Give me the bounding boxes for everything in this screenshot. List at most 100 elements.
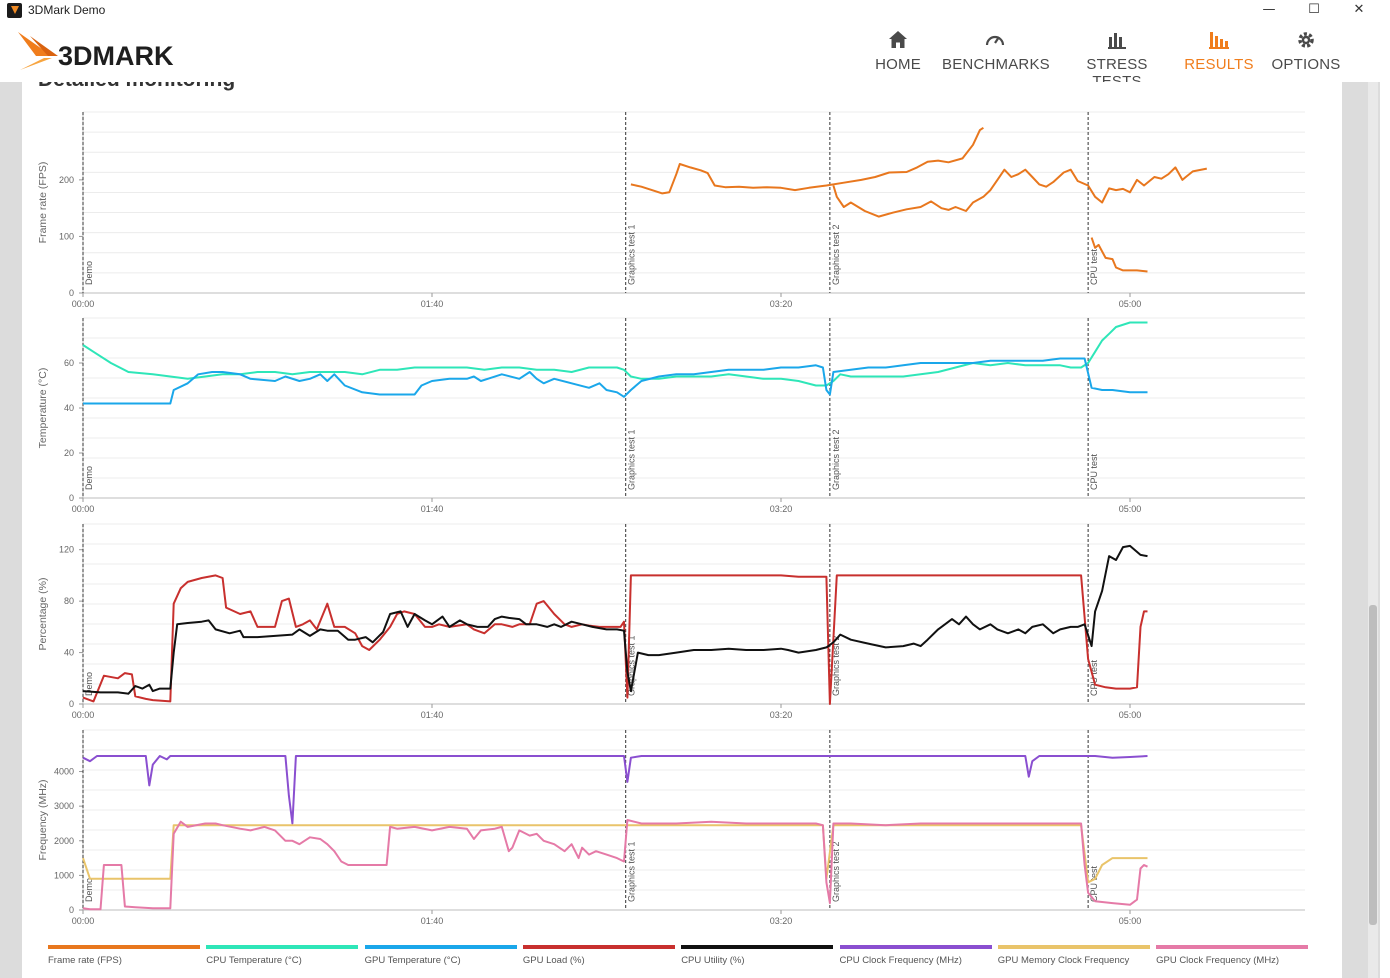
test-marker-label: Demo: [84, 672, 94, 696]
section-title: Detailed monitoring: [38, 82, 235, 92]
x-tick-label: 03:20: [770, 504, 793, 514]
legend-item[interactable]: GPU Memory Clock Frequency: [997, 945, 1150, 969]
y-axis-label: Frame rate (FPS): [37, 162, 49, 244]
maximize-icon[interactable]: ☐: [1308, 2, 1320, 17]
x-tick-label: 05:00: [1119, 299, 1142, 309]
test-marker-label: Demo: [84, 261, 94, 285]
chart-panel-0: 0 100 200 00:00 01:40 03:20 05:00 Frame rate (F…: [37, 111, 1305, 309]
x-tick-label: 00:00: [72, 299, 95, 309]
nav-results[interactable]: RESULTS: [1184, 26, 1254, 78]
legend-label: GPU Clock Frequency (MHz): [1156, 955, 1280, 966]
test-marker-label: Graphics test 2: [831, 635, 841, 696]
series-line: [82, 544, 1148, 695]
chart-panel-1: 0 20 40 60 00:00 01:40 03:20 05:00 Temperature (…: [37, 317, 1305, 514]
scrollbar-track[interactable]: [1368, 82, 1378, 978]
legend-label: GPU Load (%): [522, 955, 585, 966]
x-tick-label: 03:20: [770, 299, 793, 309]
gear-icon: [1298, 32, 1314, 48]
legend-swatch: [364, 945, 517, 949]
x-tick-label: 03:20: [770, 710, 793, 720]
test-marker-label: Graphics test 1: [627, 841, 637, 902]
test-marker-label: Graphics test 1: [627, 429, 637, 490]
app-header: 3DMARK HOME BENCHMARKS STRESS TESTS: [0, 22, 1390, 90]
y-tick-label: 40: [64, 648, 74, 658]
scrollbar-thumb[interactable]: [1369, 605, 1377, 925]
y-tick-label: 60: [64, 358, 74, 368]
legend-swatch: [1156, 945, 1309, 949]
series-line: [82, 824, 1148, 884]
legend-swatch: [206, 945, 359, 949]
logo-text: 3DMARK: [58, 41, 174, 71]
y-tick-label: 2000: [54, 836, 74, 846]
x-tick-label: 01:40: [421, 710, 444, 720]
y-tick-label: 100: [59, 231, 74, 241]
x-tick-label: 00:00: [72, 710, 95, 720]
close-icon[interactable]: ✕: [1353, 2, 1365, 17]
test-marker-label: Graphics test 2: [831, 224, 841, 285]
y-tick-label: 40: [64, 403, 74, 413]
3dmark-logo[interactable]: 3DMARK: [14, 26, 224, 78]
legend-item[interactable]: CPU Utility (%): [681, 945, 834, 969]
y-tick-label: 3000: [54, 801, 74, 811]
test-marker-label: CPU test: [1089, 453, 1099, 490]
test-marker-label: Demo: [84, 466, 94, 490]
y-tick-label: 0: [69, 493, 74, 503]
legend-swatch: [48, 945, 200, 949]
legend-label: CPU Utility (%): [681, 955, 745, 966]
y-tick-label: 80: [64, 596, 74, 606]
y-tick-label: 4000: [54, 767, 74, 777]
legend-item[interactable]: Frame rate (FPS): [48, 945, 200, 969]
nav-home[interactable]: HOME: [870, 26, 926, 78]
minimize-icon[interactable]: —: [1262, 2, 1276, 17]
bar-chart-icon: [1108, 33, 1126, 49]
series-line: [83, 357, 1148, 405]
legend-label: CPU Clock Frequency (MHz): [839, 955, 962, 966]
test-marker-label: Demo: [84, 878, 94, 902]
nav-options-label: OPTIONS: [1271, 56, 1341, 73]
test-marker-label: Graphics test 1: [627, 224, 637, 285]
chart-panel-2: 0 40 80 120 00:00 01:40 03:20 05:00 Percentage (…: [37, 523, 1305, 720]
home-icon: [889, 31, 907, 48]
legend-label: GPU Temperature (°C): [364, 955, 461, 966]
y-axis-label: Temperature (°C): [37, 368, 49, 449]
test-marker-label: Graphics test 2: [831, 429, 841, 490]
legend-item[interactable]: CPU Temperature (°C): [206, 945, 359, 969]
series-line: [832, 166, 1207, 218]
series-line: [630, 126, 984, 195]
series-line: [82, 574, 1148, 705]
test-marker-label: CPU test: [1089, 248, 1099, 285]
x-tick-label: 03:20: [770, 916, 793, 926]
nav-options[interactable]: OPTIONS: [1270, 26, 1342, 78]
legend-item[interactable]: GPU Clock Frequency (MHz): [1156, 945, 1309, 969]
y-tick-label: 20: [64, 448, 74, 458]
x-tick-label: 01:40: [421, 916, 444, 926]
legend-swatch: [997, 945, 1150, 949]
legend-swatch: [839, 945, 992, 949]
x-tick-label: 05:00: [1119, 916, 1142, 926]
y-tick-label: 200: [59, 175, 74, 185]
gauge-icon: [985, 35, 1005, 46]
test-marker-label: Graphics test 1: [627, 635, 637, 696]
series-line: [82, 755, 1148, 825]
y-axis-label: Percentage (%): [37, 578, 49, 651]
y-tick-label: 120: [59, 545, 74, 555]
nav-results-label: RESULTS: [1184, 56, 1254, 73]
y-axis-label: Frequency (MHz): [37, 779, 49, 860]
nav-benchmarks[interactable]: BENCHMARKS: [942, 26, 1050, 78]
test-marker-label: Graphics test 2: [831, 841, 841, 902]
legend-item[interactable]: CPU Clock Frequency (MHz): [839, 945, 992, 969]
legend-swatch: [522, 945, 675, 949]
nav-benchmarks-label: BENCHMARKS: [942, 56, 1050, 73]
series-line: [1090, 237, 1148, 273]
y-tick-label: 0: [69, 699, 74, 709]
window-title: 3DMark Demo: [28, 3, 106, 17]
legend-item[interactable]: GPU Load (%): [522, 945, 675, 969]
legend-label: CPU Temperature (°C): [206, 955, 302, 966]
x-tick-label: 00:00: [72, 916, 95, 926]
legend-swatch: [681, 945, 834, 949]
test-marker-label: CPU test: [1089, 865, 1099, 902]
legend-item[interactable]: GPU Temperature (°C): [364, 945, 517, 969]
x-tick-label: 00:00: [72, 504, 95, 514]
x-tick-label: 01:40: [421, 504, 444, 514]
